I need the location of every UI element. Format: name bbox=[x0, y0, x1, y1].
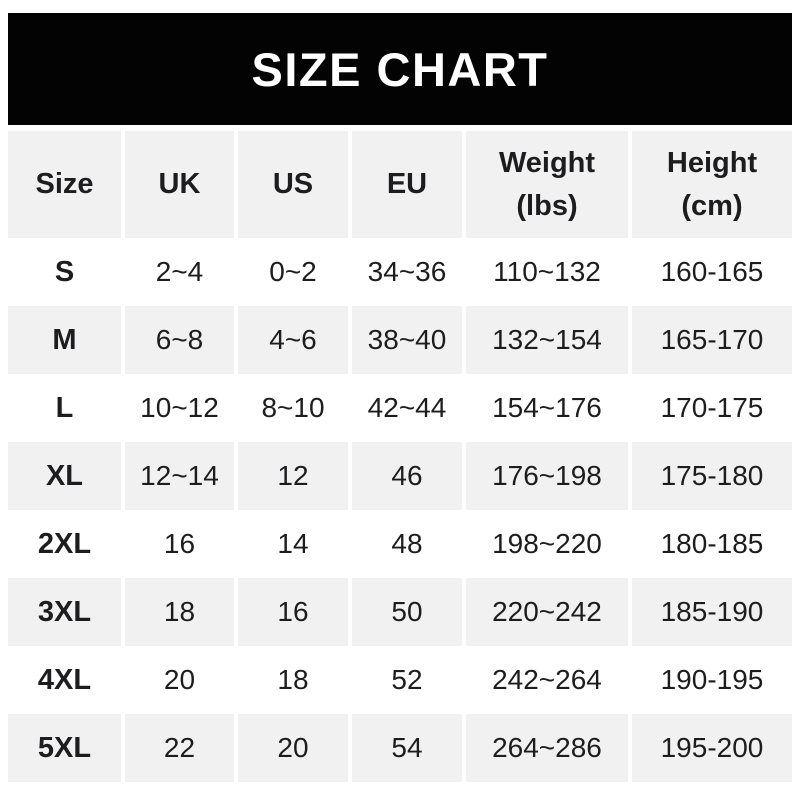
row-label: L bbox=[8, 374, 121, 442]
table-cell: 198~220 bbox=[466, 510, 628, 578]
table-cell: 18 bbox=[238, 646, 348, 714]
table-cell: 110~132 bbox=[466, 238, 628, 306]
table-cell: 132~154 bbox=[466, 306, 628, 374]
table-cell: 170-175 bbox=[632, 374, 792, 442]
table-cell: 165-170 bbox=[632, 306, 792, 374]
table-cell: 180-185 bbox=[632, 510, 792, 578]
header-cell-us: US bbox=[238, 131, 348, 238]
row-label: M bbox=[8, 306, 121, 374]
row-label: 4XL bbox=[8, 646, 121, 714]
table-cell: 264~286 bbox=[466, 714, 628, 782]
table-cell: 14 bbox=[238, 510, 348, 578]
table-cell: 12 bbox=[238, 442, 348, 510]
header-cell-size: Size bbox=[8, 131, 121, 238]
table-cell: 220~242 bbox=[466, 578, 628, 646]
table-cell: 190-195 bbox=[632, 646, 792, 714]
row-label: 5XL bbox=[8, 714, 121, 782]
row-label: XL bbox=[8, 442, 121, 510]
header-cell-weight: Weight (lbs) bbox=[466, 131, 628, 238]
row-label: S bbox=[8, 238, 121, 306]
row-label: 3XL bbox=[8, 578, 121, 646]
table-cell: 18 bbox=[125, 578, 234, 646]
page-title: SIZE CHART bbox=[251, 42, 549, 96]
title-banner: SIZE CHART bbox=[8, 13, 792, 125]
table-cell: 54 bbox=[352, 714, 462, 782]
table-cell: 16 bbox=[125, 510, 234, 578]
row-label: 2XL bbox=[8, 510, 121, 578]
size-table: Size UK US EU Weight (lbs) Height (cm) S… bbox=[8, 131, 792, 782]
header-cell-eu: EU bbox=[352, 131, 462, 238]
table-cell: 16 bbox=[238, 578, 348, 646]
table-cell: 48 bbox=[352, 510, 462, 578]
table-cell: 6~8 bbox=[125, 306, 234, 374]
table-cell: 4~6 bbox=[238, 306, 348, 374]
table-cell: 22 bbox=[125, 714, 234, 782]
table-cell: 8~10 bbox=[238, 374, 348, 442]
table-cell: 52 bbox=[352, 646, 462, 714]
table-cell: 0~2 bbox=[238, 238, 348, 306]
table-cell: 38~40 bbox=[352, 306, 462, 374]
table-cell: 154~176 bbox=[466, 374, 628, 442]
table-cell: 42~44 bbox=[352, 374, 462, 442]
table-cell: 195-200 bbox=[632, 714, 792, 782]
table-cell: 46 bbox=[352, 442, 462, 510]
header-cell-height: Height (cm) bbox=[632, 131, 792, 238]
table-cell: 20 bbox=[238, 714, 348, 782]
table-cell: 160-165 bbox=[632, 238, 792, 306]
table-cell: 10~12 bbox=[125, 374, 234, 442]
table-cell: 12~14 bbox=[125, 442, 234, 510]
table-cell: 2~4 bbox=[125, 238, 234, 306]
table-cell: 175-180 bbox=[632, 442, 792, 510]
table-cell: 20 bbox=[125, 646, 234, 714]
table-cell: 242~264 bbox=[466, 646, 628, 714]
table-cell: 50 bbox=[352, 578, 462, 646]
table-cell: 185-190 bbox=[632, 578, 792, 646]
header-cell-uk: UK bbox=[125, 131, 234, 238]
table-cell: 34~36 bbox=[352, 238, 462, 306]
table-cell: 176~198 bbox=[466, 442, 628, 510]
